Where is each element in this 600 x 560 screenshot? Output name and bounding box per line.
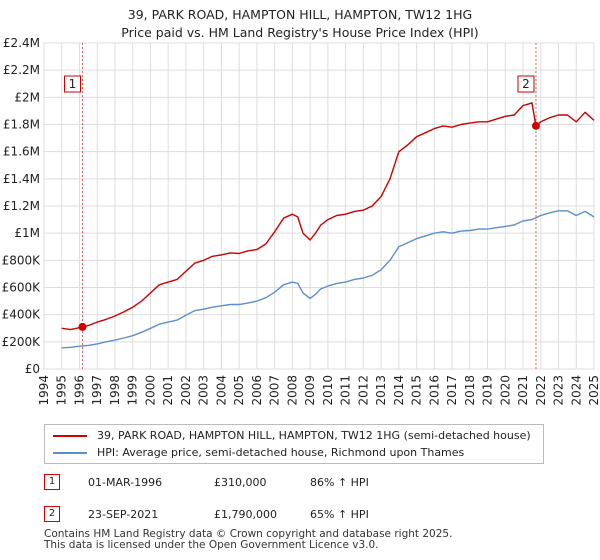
legend-swatch-hpi xyxy=(53,452,87,454)
legend-swatch-property xyxy=(53,435,87,437)
chart-title: 39, PARK ROAD, HAMPTON HILL, HAMPTON, TW… xyxy=(0,6,600,42)
price-series-line xyxy=(61,102,595,331)
x-tick-label: 2007 xyxy=(268,375,282,406)
x-tick-label: 2022 xyxy=(534,375,548,406)
y-tick-label: £600K xyxy=(2,281,42,295)
legend-item-hpi: HPI: Average price, semi-detached house,… xyxy=(53,445,537,461)
y-tick-label: £2.4M xyxy=(3,36,40,50)
x-tick-label: 2015 xyxy=(410,375,424,406)
x-tick-label: 1999 xyxy=(126,375,140,406)
x-tick-label: 2023 xyxy=(552,375,566,406)
y-tick-label: £0 xyxy=(25,362,40,376)
x-tick-label: 2013 xyxy=(374,375,388,406)
x-tick-label: 2005 xyxy=(232,375,246,406)
x-tick-label: 2004 xyxy=(214,375,228,406)
x-tick-label: 2006 xyxy=(250,375,264,406)
x-tick-label: 1997 xyxy=(90,375,104,406)
footer-licence: This data is licensed under the Open Gov… xyxy=(44,539,379,551)
y-tick-label: £2.2M xyxy=(3,63,40,77)
y-tick-label: £1.6M xyxy=(3,145,40,159)
legend-label-hpi: HPI: Average price, semi-detached house,… xyxy=(97,446,465,459)
y-tick-label: £200K xyxy=(2,335,42,349)
transaction-marker-badge: 2 xyxy=(44,506,60,522)
legend-label-property: 39, PARK ROAD, HAMPTON HILL, HAMPTON, TW… xyxy=(97,429,531,442)
x-tick-label: 2012 xyxy=(356,375,370,406)
transaction-date: 01-MAR-1996 xyxy=(88,476,163,489)
x-tick-label: 2016 xyxy=(427,375,441,406)
x-tick-label: 2024 xyxy=(569,375,583,406)
footer-attribution: Contains HM Land Registry data © Crown c… xyxy=(44,529,452,551)
x-tick-label: 2020 xyxy=(498,375,512,406)
y-tick-label: £400K xyxy=(2,308,42,322)
legend: 39, PARK ROAD, HAMPTON HILL, HAMPTON, TW… xyxy=(44,424,544,464)
footer-copyright: Contains HM Land Registry data © Crown c… xyxy=(44,528,453,540)
transaction-point xyxy=(78,322,87,331)
y-tick-label: £2M xyxy=(14,90,40,104)
x-tick-label: 2002 xyxy=(179,375,193,406)
transaction-point xyxy=(531,121,540,130)
x-tick-label: 2019 xyxy=(481,375,495,406)
x-tick-label: 1995 xyxy=(55,375,69,406)
y-tick-label: £1.2M xyxy=(3,199,40,213)
transaction-price: £1,790,000 xyxy=(214,508,277,521)
transaction-hpi-change: 65% ↑ HPI xyxy=(310,508,369,521)
transaction-price: £310,000 xyxy=(214,476,267,489)
chart-area: £0 £200K £400K £600K £800K £1M £1.2M £1.4M £1.6M… xyxy=(2,36,600,406)
x-tick-label: 2014 xyxy=(392,375,406,406)
x-tick-label: 2009 xyxy=(303,375,317,406)
x-tick-label: 2011 xyxy=(339,375,353,406)
transaction-label: 2 xyxy=(522,77,530,91)
chart-title-main: 39, PARK ROAD, HAMPTON HILL, HAMPTON, TW… xyxy=(127,7,473,22)
transaction-label: 1 xyxy=(69,77,77,91)
x-tick-label: 2008 xyxy=(285,375,299,406)
x-tick-label: 2010 xyxy=(321,375,335,406)
x-tick-label: 2003 xyxy=(197,375,211,406)
legend-item-property: 39, PARK ROAD, HAMPTON HILL, HAMPTON, TW… xyxy=(53,428,537,444)
x-tick-label: 2018 xyxy=(463,375,477,406)
x-tick-label: 1998 xyxy=(108,375,122,406)
x-tick-label: 1994 xyxy=(37,375,51,406)
chart-subtitle: Price paid vs. HM Land Registry's House … xyxy=(121,25,479,40)
y-tick-label: £1.4M xyxy=(3,172,40,186)
transaction-marker-badge: 1 xyxy=(44,474,60,490)
hpi-series-line xyxy=(61,210,595,349)
transaction-date: 23-SEP-2021 xyxy=(88,508,159,521)
y-tick-label: £1M xyxy=(14,226,40,240)
transaction-hpi-change: 86% ↑ HPI xyxy=(310,476,369,489)
transaction-label-box xyxy=(517,75,535,93)
y-tick-label: £1.8M xyxy=(3,118,40,132)
x-tick-label: 2021 xyxy=(516,375,530,406)
x-tick-label: 2017 xyxy=(445,375,459,406)
x-tick-label: 2025 xyxy=(587,375,600,406)
transaction-label-box xyxy=(64,75,81,93)
x-tick-label: 1996 xyxy=(72,375,86,406)
x-tick-label: 2000 xyxy=(143,375,157,406)
y-tick-label: £800K xyxy=(2,253,42,267)
x-tick-label: 2001 xyxy=(161,375,175,406)
